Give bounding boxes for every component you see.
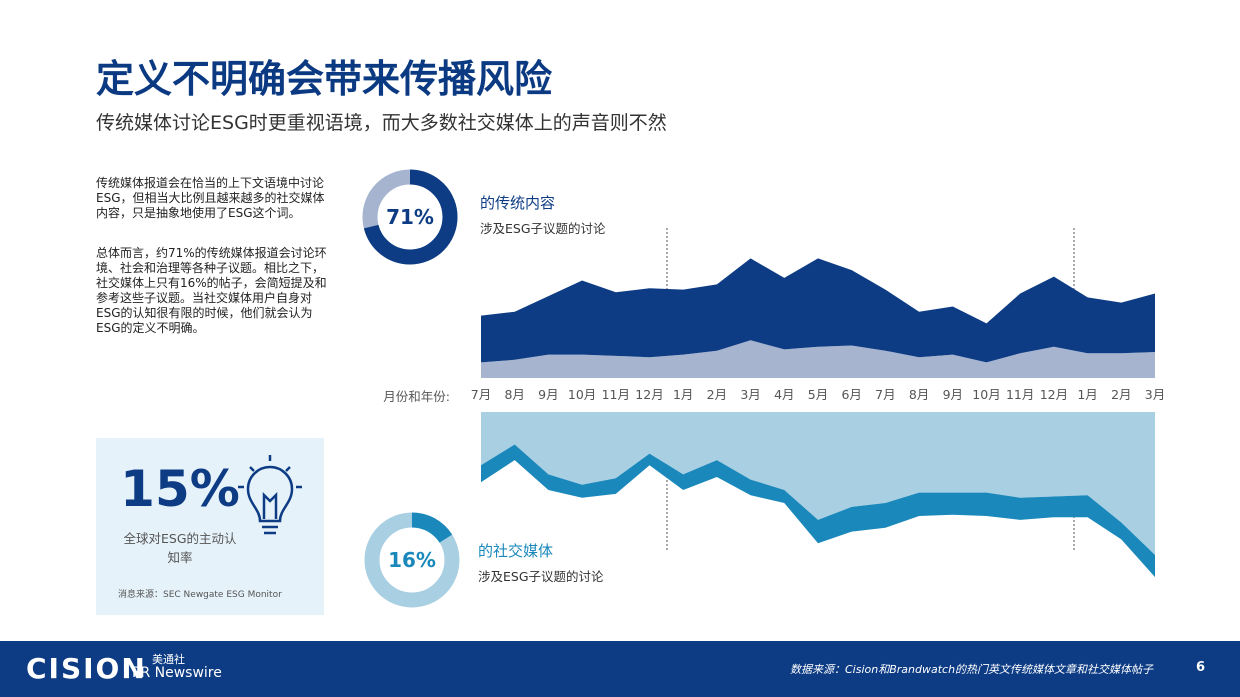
donut-title: 的传统内容 xyxy=(480,194,556,212)
x-tick-label: 1月 xyxy=(1077,387,1097,402)
x-tick-label: 8月 xyxy=(909,387,929,402)
stat-value: 15% xyxy=(120,460,240,518)
paragraph: 总体而言，约71%的传统媒体报道会讨论环境、社会和治理等各种子议题。相比之下，社… xyxy=(96,246,327,335)
paragraph: 传统媒体报道会在恰当的上下文语境中讨论ESG，但相当大比例且越来越多的社交媒体内… xyxy=(96,176,325,220)
area xyxy=(481,412,1155,555)
donut-arc xyxy=(362,169,458,265)
x-tick-label: 9月 xyxy=(538,387,558,402)
x-tick-label: 7月 xyxy=(875,387,895,402)
stat-box xyxy=(96,438,324,615)
x-tick-label: 2月 xyxy=(1111,387,1131,402)
x-tick-label: 11月 xyxy=(602,387,630,402)
area xyxy=(481,258,1155,363)
x-tick-label: 9月 xyxy=(943,387,963,402)
x-tick-label: 10月 xyxy=(568,387,596,402)
bulb-icon xyxy=(238,455,302,535)
x-tick-label: 2月 xyxy=(707,387,727,402)
x-tick-label: 11月 xyxy=(1006,387,1034,402)
x-tick-label: 12月 xyxy=(1040,387,1068,402)
logo: CISION xyxy=(26,652,147,685)
title: 定义不明确会带来传播风险 xyxy=(96,57,553,101)
subtitle: 传统媒体讨论ESG时更重视语境，而大多数社交媒体上的声音则不然 xyxy=(96,112,667,134)
donut-subtitle: 涉及ESG子议题的讨论 xyxy=(480,221,606,236)
x-tick-label: 5月 xyxy=(808,387,828,402)
area xyxy=(481,444,1155,578)
x-tick-label: 6月 xyxy=(841,387,861,402)
stat-label: 全球对ESG的主动认知率 xyxy=(123,531,237,565)
footer-bar xyxy=(0,641,1240,697)
x-tick-label: 8月 xyxy=(504,387,524,402)
donut-label: 71% xyxy=(386,205,434,229)
x-tick-label: 4月 xyxy=(774,387,794,402)
donut-label: 16% xyxy=(388,548,436,572)
x-tick-label: 7月 xyxy=(471,387,491,402)
x-tick-label: 1月 xyxy=(673,387,693,402)
x-tick-label: 3月 xyxy=(740,387,760,402)
brand-en: PR Newswire xyxy=(132,665,222,681)
footer-source: 数据来源：Cision和Brandwatch的热门英文传统媒体文章和社交媒体帖子 xyxy=(790,663,1154,676)
x-tick-label: 12月 xyxy=(635,387,663,402)
page-number: 6 xyxy=(1196,660,1206,675)
x-tick-label: 10月 xyxy=(972,387,1000,402)
stat-source: 消息来源：SEC Newgate ESG Monitor xyxy=(118,590,282,600)
x-axis-label: 月份和年份: xyxy=(383,389,450,404)
brand-cn: 美通社 xyxy=(152,653,185,666)
donut-arc xyxy=(364,512,460,608)
donut-title: 的社交媒体 xyxy=(478,542,554,560)
area xyxy=(481,340,1155,378)
donut-subtitle: 涉及ESG子议题的讨论 xyxy=(478,569,604,584)
x-tick-label: 3月 xyxy=(1145,387,1165,402)
